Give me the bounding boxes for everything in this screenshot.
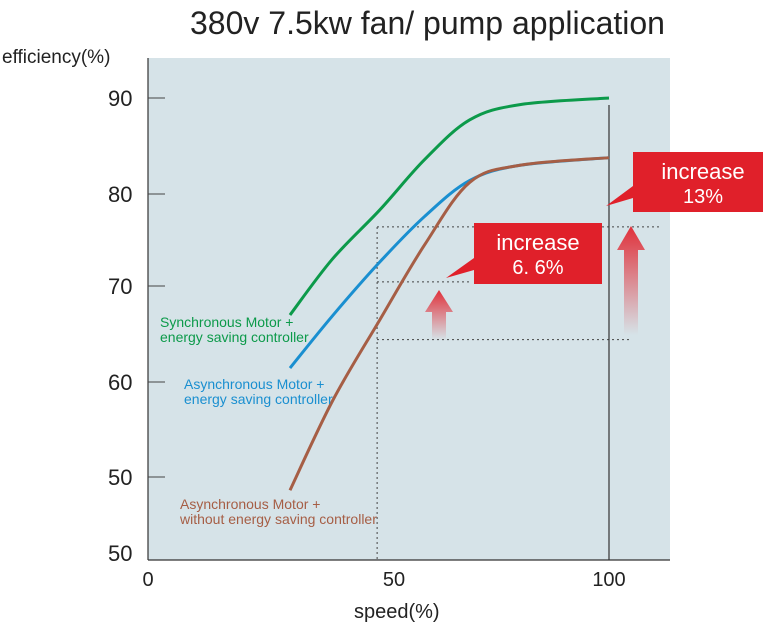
y-tick-label: 60 xyxy=(108,370,132,395)
x-tick-label: 50 xyxy=(383,569,405,591)
x-axis-label: speed(%) xyxy=(354,601,440,623)
callout-text: increase xyxy=(661,159,744,184)
callout-box xyxy=(474,223,602,284)
x-tick-label: 100 xyxy=(592,569,625,591)
y-tick-label: 50 xyxy=(108,465,132,490)
series-label: Asynchronous Motor + xyxy=(180,496,320,512)
callout-pointer xyxy=(606,186,633,206)
series-label: without energy saving controller xyxy=(179,511,377,527)
callout-text: 6. 6% xyxy=(512,257,563,279)
callout-box xyxy=(633,152,763,212)
chart-title: 380v 7.5kw fan/ pump application xyxy=(190,5,665,41)
y-tick-label: 80 xyxy=(108,182,132,207)
y-tick-label: 90 xyxy=(108,86,132,111)
plot-area xyxy=(148,58,670,560)
callout-text: 13% xyxy=(683,186,723,208)
series-label: Asynchronous Motor + xyxy=(184,376,324,392)
callout-pointer xyxy=(446,258,474,278)
callout-text: increase xyxy=(496,230,579,255)
up-arrow-small xyxy=(425,290,453,340)
series-label: energy saving controller xyxy=(160,329,309,345)
series-label: Synchronous Motor + xyxy=(160,314,293,330)
x-tick-label: 0 xyxy=(142,569,153,591)
series-label: energy saving controller xyxy=(184,391,333,407)
series-line xyxy=(288,156,610,491)
up-arrow-large xyxy=(617,226,645,335)
y-tick-label: 70 xyxy=(108,274,132,299)
y-tick-label: 50 xyxy=(108,541,132,566)
y-axis-label: efficiency(%) xyxy=(2,47,110,68)
series-line xyxy=(288,96,610,316)
